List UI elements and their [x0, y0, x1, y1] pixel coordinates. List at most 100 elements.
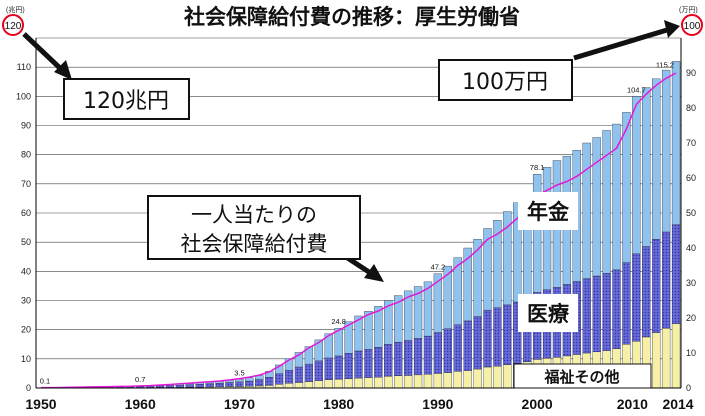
bar-medical	[384, 344, 393, 377]
bar-pension	[403, 290, 413, 341]
y-tick-label: 80	[21, 150, 31, 160]
left-axis-unit: (兆円)	[6, 5, 25, 14]
bar-medical	[433, 332, 443, 374]
right-arrow	[573, 20, 680, 61]
bar-medical	[185, 384, 194, 388]
bar-welfare	[304, 381, 314, 389]
data-label: 0.1	[40, 377, 50, 386]
per-capita-line-group	[41, 72, 677, 389]
bar-pension	[443, 265, 452, 329]
bar-welfare	[453, 371, 462, 389]
y2-tick-label: 70	[686, 138, 696, 148]
bar-pension	[483, 228, 492, 311]
bar-welfare	[324, 379, 333, 389]
bar-welfare	[473, 368, 482, 389]
bar-pension	[661, 69, 671, 233]
callout-box-per-capita	[147, 195, 361, 260]
bar-welfare	[274, 384, 284, 389]
left-top-highlight-circle	[2, 14, 24, 36]
y-tick-label: 70	[21, 179, 31, 189]
pension-label-bg	[518, 192, 578, 230]
stacked-bars	[36, 61, 681, 389]
y2-tick-label: 90	[686, 68, 696, 78]
bar-welfare	[463, 370, 472, 389]
bar-medical	[473, 316, 482, 370]
callout-per-capita-line1: 一人当たりの	[191, 203, 317, 227]
bar-pension	[463, 247, 472, 322]
right-top-tick: 100	[684, 21, 701, 32]
bar-medical	[463, 320, 472, 371]
data-label: 3.5	[234, 368, 244, 377]
bar-medical	[165, 385, 175, 388]
bar-pension	[513, 202, 522, 303]
y2-tick-label: 60	[686, 173, 696, 183]
bar-pension	[294, 352, 304, 368]
bar-medical	[145, 386, 155, 388]
bar-pension	[642, 87, 651, 247]
y-tick-label: 60	[21, 208, 31, 218]
bar-welfare	[374, 377, 383, 389]
bar-medical	[612, 269, 621, 349]
bar-pension	[612, 123, 621, 271]
bar-medical	[195, 384, 204, 388]
callout-per-capita-line2: 社会保障給付費	[181, 232, 328, 256]
right-axis-unit: (万円)	[679, 6, 698, 14]
welfare-label: 福祉その他	[543, 368, 619, 386]
x-tick-label: 1980	[323, 396, 354, 412]
bar-medical	[642, 246, 651, 338]
bar-medical	[582, 278, 591, 354]
bar-medical	[225, 382, 234, 387]
bar-welfare	[284, 383, 294, 389]
bar-pension	[592, 137, 601, 277]
bar-pension	[394, 295, 403, 343]
bar-pension	[304, 346, 314, 365]
bar-welfare	[483, 366, 492, 389]
bar-medical	[175, 384, 185, 388]
left-arrow	[22, 32, 72, 80]
bar-medical	[255, 379, 264, 387]
bar-welfare	[384, 376, 393, 389]
bar-medical	[324, 357, 333, 381]
bar-medical	[314, 360, 323, 381]
x-tick-label: 1960	[125, 396, 156, 412]
bar-medical	[334, 355, 343, 380]
bar-medical	[245, 380, 254, 387]
bar-medical	[483, 309, 492, 368]
y-tick-label: 20	[21, 325, 31, 335]
x-tick-label: 1950	[25, 396, 56, 412]
x-tick-label: 2010	[617, 396, 648, 412]
bar-medical	[503, 304, 512, 365]
bar-medical	[622, 262, 631, 345]
y-tick-label: 30	[21, 296, 31, 306]
right-top-highlight-circle	[681, 14, 703, 36]
x-tick-label: 2000	[522, 396, 553, 412]
bar-medical	[364, 349, 373, 378]
bar-welfare	[503, 364, 512, 389]
bar-medical	[661, 231, 671, 329]
pension-label: 年金	[527, 200, 570, 224]
bar-medical	[443, 328, 452, 373]
y2-tick-label: 50	[686, 208, 696, 218]
y2-tick-label: 0	[686, 383, 691, 393]
chart-title: 社会保障給付費の推移：厚生労働省	[183, 5, 520, 29]
left-top-tick: 120	[5, 21, 22, 32]
bar-medical	[205, 383, 214, 388]
bar-medical	[284, 370, 294, 384]
bar-pension	[364, 311, 373, 350]
bar-pension	[413, 286, 423, 339]
data-labels: 0.1 0.7 3.5 24.8 47.2 78.1 104.7 115.2	[40, 60, 674, 385]
x-tick-label: 2014	[662, 396, 693, 412]
bar-medical	[274, 373, 284, 385]
bar-pension	[622, 112, 631, 263]
bar-pension	[632, 96, 641, 255]
y-tick-label: 100	[16, 91, 31, 101]
per-capita-line	[41, 72, 677, 389]
medical-label: 医療	[527, 302, 570, 326]
welfare-label-box	[513, 363, 652, 389]
bar-welfare	[403, 375, 413, 389]
bar-welfare	[652, 332, 661, 389]
bar-pension	[493, 220, 502, 308]
y-tick-label: 0	[26, 383, 31, 393]
bar-medical	[403, 340, 413, 376]
